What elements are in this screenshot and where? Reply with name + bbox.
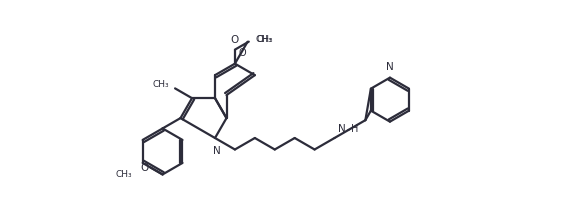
Text: H: H	[352, 124, 359, 134]
Text: CH₃: CH₃	[116, 170, 133, 179]
Text: N: N	[213, 146, 221, 156]
Text: O: O	[239, 48, 246, 58]
Text: O: O	[231, 35, 239, 45]
Text: CH₃: CH₃	[256, 35, 272, 44]
Text: O: O	[140, 163, 149, 173]
Text: CH₃: CH₃	[153, 80, 169, 89]
Text: N: N	[386, 62, 394, 72]
Text: CH₃: CH₃	[257, 35, 273, 44]
Text: N: N	[338, 124, 345, 134]
